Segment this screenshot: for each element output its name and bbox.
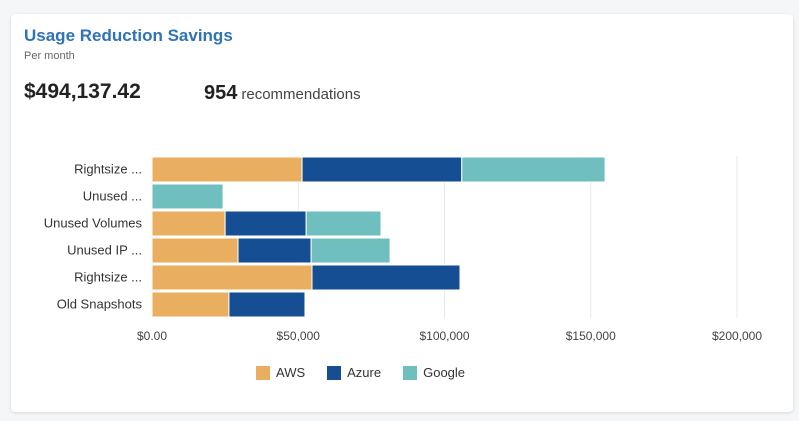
bar-aws (151, 210, 226, 237)
recommendations-label: recommendations (241, 86, 361, 103)
category-label: Rightsize ... (74, 162, 142, 177)
recommendations-count: 954 (204, 82, 238, 104)
bar-aws (151, 156, 303, 183)
card-subtitle: Per month (24, 50, 75, 62)
bar-aws (151, 237, 239, 264)
bar-azure (311, 264, 461, 291)
x-tick-label: $150,000 (566, 329, 616, 343)
legend-label: Google (423, 365, 466, 380)
bar-aws (151, 264, 313, 291)
bar-google (305, 210, 382, 237)
category-label: Unused IP ... (67, 243, 142, 258)
bar-azure (224, 210, 307, 237)
x-tick-label: $200,000 (712, 329, 762, 343)
bar-azure (228, 291, 306, 318)
bar-azure (237, 237, 312, 264)
category-label: Unused ... (83, 189, 142, 204)
bar-aws (151, 291, 230, 318)
legend-item-aws[interactable]: AWS (256, 365, 305, 380)
category-label: Old Snapshots (57, 297, 143, 312)
bar-azure (301, 156, 463, 183)
x-tick-label: $50,000 (277, 329, 321, 343)
category-label: Unused Volumes (44, 216, 143, 231)
category-label: Rightsize ... (74, 270, 142, 285)
x-tick-label: $100,000 (419, 329, 469, 343)
card-title: Usage Reduction Savings (24, 26, 233, 45)
legend-item-google[interactable]: Google (403, 365, 465, 380)
x-tick-label: $0.00 (137, 329, 167, 343)
bar-google (461, 156, 606, 183)
total-savings: $494,137.42 (24, 80, 141, 103)
legend-swatch (256, 365, 270, 380)
legend-swatch (327, 365, 342, 380)
recommendations-summary: 954 recommendations (204, 82, 361, 105)
legend-label: AWS (276, 365, 306, 380)
legend-item-azure[interactable]: Azure (327, 365, 381, 380)
bar-google (310, 237, 391, 264)
legend-swatch (403, 365, 418, 380)
usage-reduction-card (11, 14, 793, 412)
legend-label: Azure (347, 365, 382, 380)
chart-legend: AWS Azure Google (256, 365, 465, 380)
bar-google (151, 183, 224, 210)
